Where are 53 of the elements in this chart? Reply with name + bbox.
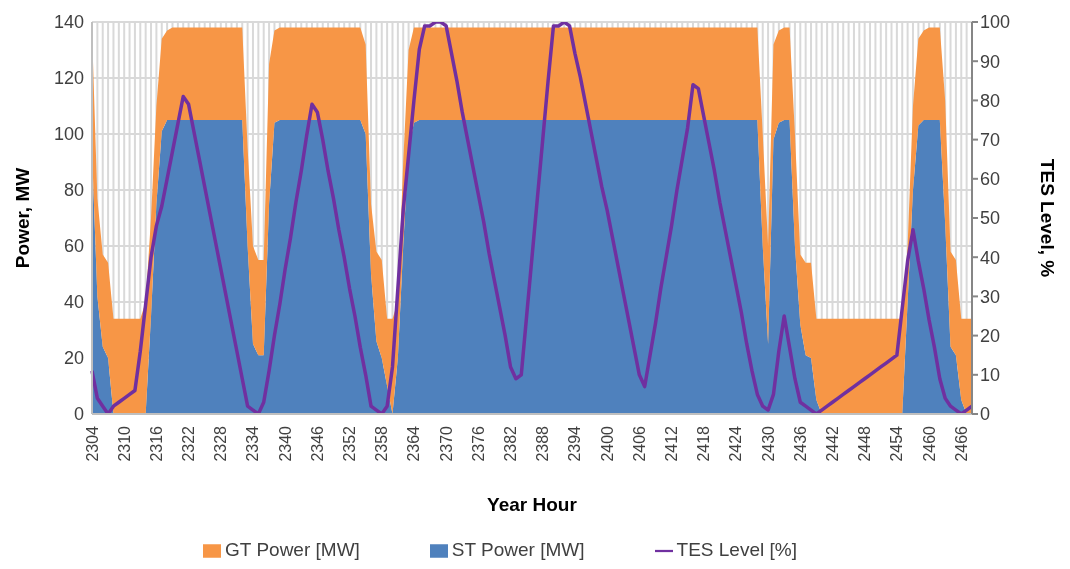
y2-axis-title: TES Level, % [1037, 158, 1059, 278]
x-tick-label: 2334 [244, 425, 262, 462]
x-tick-label: 2466 [952, 425, 970, 462]
y-tick-label: 60 [63, 236, 84, 257]
x-tick-label: 2448 [856, 425, 874, 462]
x-tick-label: 2418 [695, 425, 713, 462]
y2-tick-label: 0 [980, 404, 991, 425]
x-tick-label: 2454 [888, 425, 906, 462]
y-tick-label: 0 [73, 404, 84, 425]
x-tick-label: 2340 [276, 425, 294, 462]
x-tick-label: 2322 [180, 425, 198, 462]
y2-tick-label: 70 [980, 129, 1001, 150]
x-tick-label: 2412 [663, 425, 681, 462]
y2-tick-label: 20 [980, 325, 1001, 346]
y2-tick-label: 30 [980, 286, 1001, 307]
y2-tick-label: 50 [980, 208, 1001, 229]
x-tick-label: 2364 [405, 425, 423, 462]
y2-tick-label: 10 [980, 365, 1001, 386]
y2-tick-label: 40 [980, 247, 1001, 268]
x-tick-label: 2406 [630, 425, 648, 462]
x-tick-label: 2352 [341, 425, 359, 462]
x-tick-label: 2316 [147, 425, 165, 462]
y-tick-label: 40 [63, 292, 84, 313]
x-tick-label: 2436 [791, 425, 809, 462]
x-tick-label: 2442 [823, 425, 841, 462]
legend-label: TES Level [%] [676, 539, 797, 560]
x-tick-label: 2400 [598, 425, 616, 462]
x-tick-label: 2346 [308, 425, 326, 462]
x-tick-label: 2394 [566, 425, 584, 462]
x-tick-label: 2430 [759, 425, 777, 462]
x-tick-label: 2424 [727, 425, 745, 462]
legend-label: ST Power [MW] [451, 539, 585, 560]
y-tick-label: 120 [53, 68, 84, 89]
y-tick-label: 20 [63, 348, 84, 369]
x-tick-label: 2376 [469, 425, 487, 462]
y-axis-title: Power, MW [11, 167, 33, 269]
x-axis-title: Year Hour [487, 494, 578, 515]
x-tick-label: 2304 [83, 425, 101, 462]
x-tick-label: 2358 [373, 425, 391, 462]
y-tick-label: 100 [53, 124, 84, 145]
y2-tick-label: 60 [980, 169, 1001, 190]
y2-tick-label: 80 [980, 90, 1001, 111]
x-tick-label: 2328 [212, 425, 230, 462]
x-tick-label: 2310 [115, 425, 133, 462]
x-tick-label: 2388 [534, 425, 552, 462]
y-tick-label: 80 [63, 180, 84, 201]
y2-tick-label: 100 [980, 12, 1011, 33]
y-tick-label: 140 [53, 12, 84, 33]
y2-tick-label: 90 [980, 51, 1001, 72]
x-tick-label: 2460 [920, 425, 938, 462]
x-tick-label: 2370 [437, 425, 455, 462]
legend-label: GT Power [MW] [225, 539, 360, 560]
x-tick-label: 2382 [502, 425, 520, 462]
